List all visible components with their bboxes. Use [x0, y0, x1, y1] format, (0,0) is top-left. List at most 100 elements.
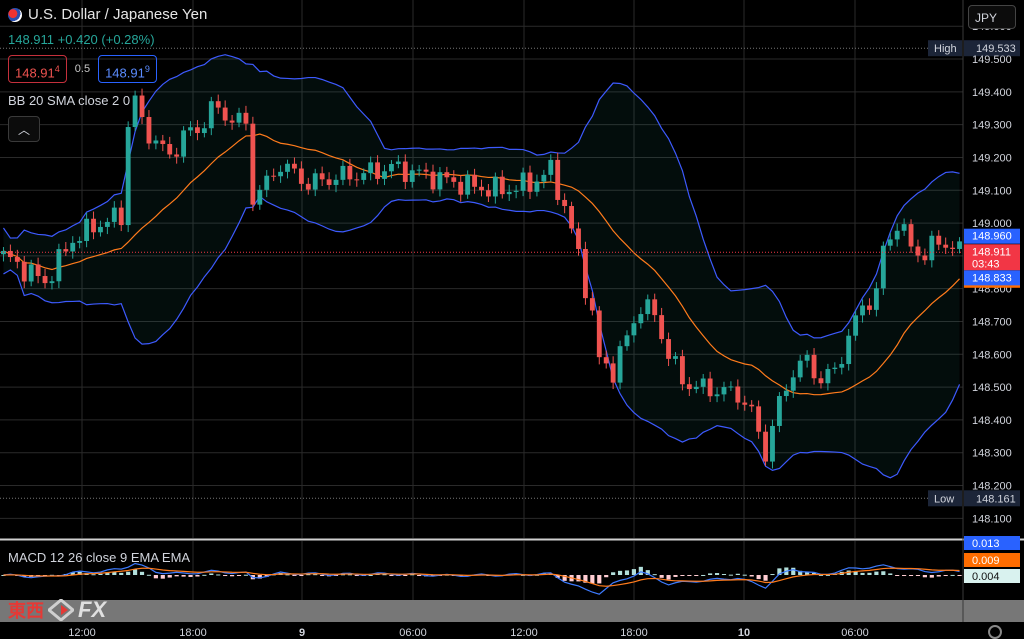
logo-fx-text: FX: [78, 597, 107, 622]
collapse-indicators-button[interactable]: ︿: [8, 116, 40, 142]
macd-histogram-bar: [957, 575, 962, 576]
spread-value: 0.5: [74, 63, 91, 75]
macd-label-value: 0.004: [972, 571, 1000, 583]
last-price: 148.911: [8, 32, 55, 47]
bollinger-indicator-label[interactable]: BB 20 SMA close 2 0: [8, 93, 131, 108]
low-tag-label: Low: [934, 493, 954, 505]
candle-body: [582, 248, 588, 299]
candle-body: [14, 257, 20, 262]
macd-histogram-bar: [915, 575, 921, 576]
candle-body: [451, 177, 457, 182]
y-tick-label: 149.500: [972, 54, 1012, 66]
symbol-header[interactable]: U.S. Dollar / Japanese Yen: [8, 6, 207, 23]
x-tick-label: 18:00: [179, 627, 207, 638]
buy-button[interactable]: 148.919: [98, 55, 157, 83]
macd-histogram-bar: [417, 575, 422, 576]
candle-body: [375, 162, 381, 179]
macd-histogram-bar: [742, 574, 747, 576]
x-tick-label: 10: [738, 627, 750, 638]
candle-body: [125, 127, 131, 226]
gear-icon[interactable]: [988, 625, 1002, 639]
candle-body: [28, 264, 34, 282]
candle-body: [894, 230, 900, 240]
macd-histogram-bar: [257, 575, 262, 579]
candle-body: [638, 314, 644, 324]
macd-histogram-bar: [867, 572, 872, 575]
macd-histogram-bar: [209, 573, 214, 575]
candle-body: [825, 369, 831, 384]
candle-body: [576, 228, 581, 249]
macd-histogram-bar: [174, 575, 179, 577]
macd-histogram-bar: [347, 574, 352, 576]
candle-body: [208, 101, 214, 129]
candle-body: [728, 386, 734, 388]
candle-body: [7, 250, 13, 258]
chevron-up-icon: ︿: [17, 122, 30, 137]
candle-body: [104, 221, 110, 227]
macd-histogram-bar: [950, 574, 955, 576]
currency-selector[interactable]: JPY: [968, 5, 1016, 29]
macd-histogram-bar: [659, 575, 664, 578]
macd-histogram-bar: [590, 575, 595, 584]
candle-body: [167, 144, 173, 155]
candle-body: [617, 346, 623, 383]
macd-histogram-bar: [119, 572, 124, 575]
macd-histogram-bar: [895, 575, 900, 576]
candle-body: [603, 357, 609, 364]
bid-price-pip: 4: [54, 64, 60, 74]
candle-body: [887, 239, 893, 246]
candle-body: [589, 298, 595, 311]
candle-body: [188, 127, 193, 131]
candle-body: [382, 171, 387, 179]
candle-body: [174, 154, 180, 157]
logo-diamond-icon: [48, 599, 74, 621]
ask-price: 148.91: [105, 65, 145, 81]
macd-histogram-bar: [694, 575, 699, 576]
candle-body: [250, 123, 256, 205]
candle-body: [486, 190, 491, 197]
macd-histogram-bar: [167, 575, 172, 578]
macd-histogram-bar: [825, 574, 830, 576]
y-tick-label: 149.200: [972, 152, 1012, 164]
x-tick-label: 9: [299, 627, 305, 638]
candle-body: [915, 246, 921, 256]
low-tag: [928, 490, 962, 507]
candle-body: [548, 159, 554, 175]
price-change: +0.420: [57, 32, 98, 47]
candle-body: [91, 218, 96, 233]
macd-histogram-bar: [230, 575, 235, 577]
macd-histogram-bar: [943, 575, 948, 576]
y-tick-label: 149.300: [972, 120, 1012, 132]
candle-body: [873, 288, 879, 310]
macd-histogram-bar: [818, 574, 824, 576]
candle-body: [596, 310, 602, 358]
macd-histogram-bar: [936, 575, 941, 577]
macd-indicator-label[interactable]: MACD 12 26 close 9 EMA EMA: [8, 550, 191, 565]
candle-body: [201, 128, 207, 134]
sell-button[interactable]: 148.914: [8, 55, 67, 83]
time-axis: [0, 622, 1024, 638]
candle-body: [326, 179, 332, 185]
macd-histogram-bar: [98, 573, 103, 575]
candle-body: [943, 244, 949, 248]
y-tick-label: 148.100: [972, 513, 1012, 525]
candle-body: [901, 224, 907, 231]
candle-body: [555, 159, 561, 200]
candle-body: [333, 179, 339, 185]
macd-histogram-bar: [299, 575, 304, 576]
macd-histogram-bar: [728, 574, 733, 576]
macd-histogram-bar: [292, 575, 297, 576]
candle-body: [222, 107, 228, 121]
candle-body: [908, 224, 914, 247]
candle-body: [257, 189, 263, 205]
y-tick-label: 149.100: [972, 185, 1012, 197]
candle-body: [77, 241, 83, 243]
y-tick-label: 148.700: [972, 316, 1012, 328]
bollinger-upper-line: [2, 54, 960, 339]
candle-body: [783, 390, 789, 397]
price-change-pct: (+0.28%): [101, 32, 155, 47]
candle-body: [534, 181, 540, 192]
macd-histogram-bar: [243, 574, 249, 576]
candle-body: [271, 175, 277, 177]
